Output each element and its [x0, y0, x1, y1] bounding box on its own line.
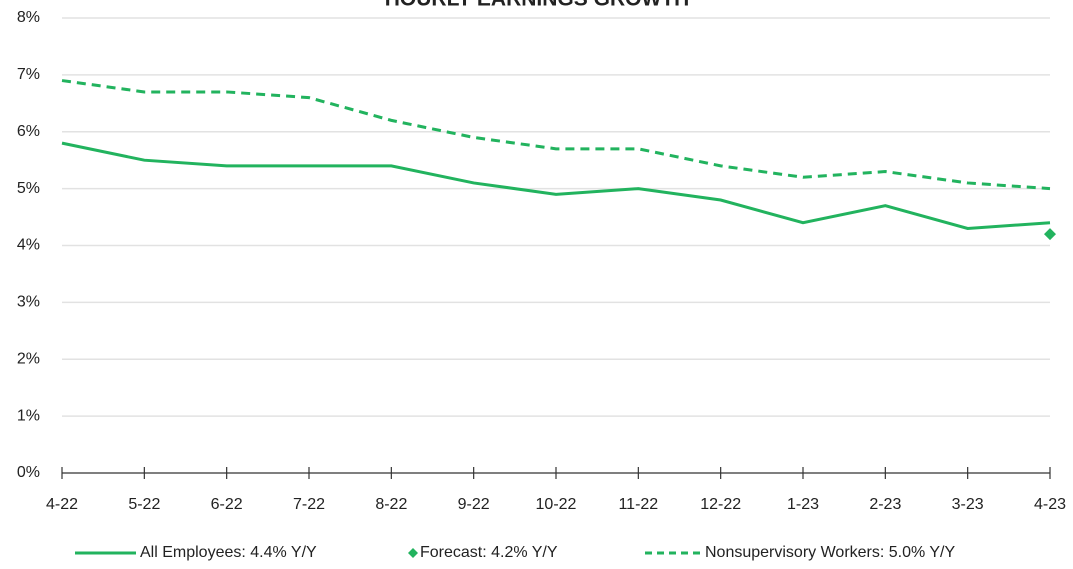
y-tick-label: 8%	[17, 9, 40, 26]
legend-label: Nonsupervisory Workers: 5.0% Y/Y	[705, 544, 956, 561]
x-tick-label: 10-22	[536, 496, 577, 513]
y-tick-label: 2%	[17, 350, 40, 367]
legend-label: Forecast: 4.2% Y/Y	[420, 544, 558, 561]
x-tick-label: 8-22	[375, 496, 407, 513]
legend-symbol	[408, 548, 418, 558]
x-tick-label: 11-22	[618, 496, 658, 513]
y-tick-label: 4%	[17, 237, 40, 254]
x-tick-label: 6-22	[211, 496, 243, 513]
x-tick-label: 3-23	[952, 496, 984, 513]
forecast-marker	[1044, 228, 1056, 241]
legend-label: All Employees: 4.4% Y/Y	[140, 544, 317, 561]
y-tick-label: 7%	[17, 66, 40, 83]
y-tick-label: 0%	[17, 464, 40, 481]
x-tick-label: 1-23	[787, 496, 819, 513]
x-tick-label: 2-23	[869, 496, 901, 513]
x-tick-label: 4-23	[1034, 496, 1066, 513]
x-tick-label: 9-22	[458, 496, 490, 513]
x-tick-label: 5-22	[128, 496, 160, 513]
series-line	[61, 79, 1051, 191]
x-tick-label: 12-22	[700, 496, 741, 513]
y-tick-label: 6%	[17, 123, 40, 140]
x-tick-label: 4-22	[46, 496, 78, 513]
y-tick-label: 3%	[17, 294, 40, 311]
chart-title: HOURLY EARNINGS GROWTH	[385, 0, 690, 11]
series-line	[61, 141, 1051, 230]
y-tick-label: 5%	[17, 180, 40, 197]
x-tick-label: 7-22	[293, 496, 325, 513]
y-tick-label: 1%	[17, 407, 40, 424]
